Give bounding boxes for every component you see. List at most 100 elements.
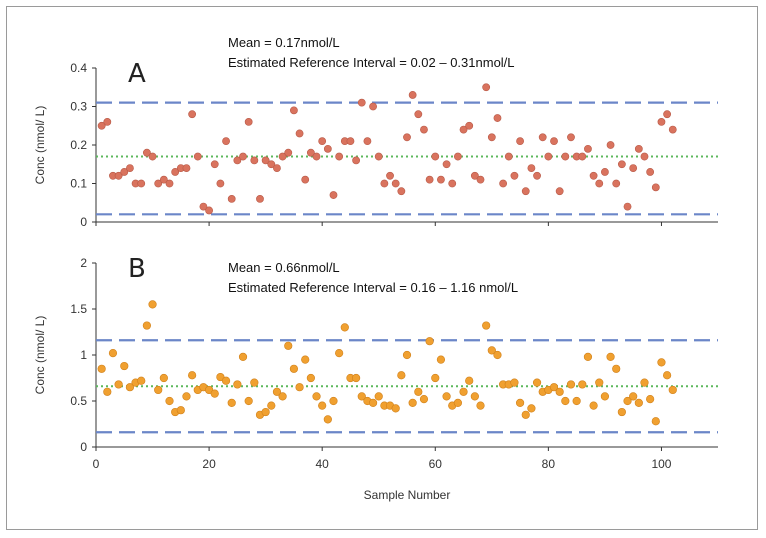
panel-b-data-point [125,383,135,392]
panel-a-data-point [346,137,355,146]
panel-a-data-point [612,179,621,188]
panel-a-data-point [646,168,655,176]
panel-a-data-point [578,152,587,161]
panel-a-data-point [244,118,253,126]
panel-b-data-point [210,389,219,398]
panel-a-data-point [555,187,564,196]
panel-a-data-point [651,183,660,192]
panel-a-data-point [516,137,524,146]
panel-b-data-point [103,387,112,396]
panel-a-y-axis-label: Conc (nmol/ L) [33,106,47,185]
panel-b-data-point [532,378,542,387]
panel-b-data-point [470,392,479,401]
panel-a-data-point [329,191,338,199]
panel-b-data-point [221,376,231,385]
panel-b-data-point [250,378,259,387]
panel-b-mean-annotation: Mean = 0.66nmol/L [228,260,340,275]
panel-a-data-point [193,152,202,161]
panel-b-data-point [391,404,400,413]
panel-a-data-point [210,160,219,169]
panel-a-data-point [318,137,327,146]
panel-a-data-point [550,137,558,146]
panel-b-data-point [431,373,440,383]
panel-b-y-tick-label: 2 [80,256,87,270]
panel-b-data-point [527,404,536,413]
panel-b-data-point [482,321,491,330]
panel-a-y-tick-label: 0 [80,215,87,229]
panel-b-data-point [368,398,378,407]
panel-a-data-point [148,152,157,161]
panel-b-data-point [340,323,349,332]
panel-a-data-point [352,156,361,165]
panel-b-data-point [612,364,621,373]
panel-b-data-point [289,364,299,373]
panel-a-data-point [154,179,163,188]
panel-b-data-point [515,398,525,407]
panel-a-data-point [459,125,468,134]
panel-b-data-point [154,385,163,395]
panel-b-data-point [414,387,423,396]
panel-b-data-point [402,350,412,360]
panel-a-data-point [420,125,428,134]
panel-b-data-point [419,395,429,404]
panel-b-data-point [459,387,468,396]
panel-b-data-point [267,401,276,410]
panel-b: 0 0.5 1 1.5 2 0 20 40 60 80 100 Conc (nmol/ L) Sa… [33,254,718,502]
panel-a-y-ticks: 0 0.1 0.2 0.3 0.4 [70,61,96,229]
panel-b-data-point [148,300,157,309]
panel-b-data-point [233,380,242,389]
panel-b-data-point [188,371,197,380]
panel-a-data-point [623,202,632,211]
panel-b-data-point [646,395,655,404]
panel-a-mean-annotation: Mean = 0.17nmol/L [228,35,340,50]
panel-b-data-point [561,396,570,406]
panel-b-y-tick-label: 0.5 [70,394,87,408]
panel-a-points [97,83,677,215]
panel-a-data-point [284,148,293,157]
panel-b-data-point [555,387,564,396]
panel-a-data-point [408,91,417,99]
panel-b-data-point [623,396,632,406]
panel-b-data-point [329,396,338,406]
panel-a-data-point [499,179,508,188]
panel-b-data-point [323,415,332,424]
panel-a-data-point [533,171,541,180]
panel-b-data-point [606,352,615,361]
panel-b-data-point [176,406,185,415]
panel-a-data-point [482,83,491,92]
panel-b-data-point [318,401,327,410]
panel-a-data-point [567,133,575,142]
panel-b-data-point [238,352,248,361]
panel-a-data-point [97,121,106,130]
panel-b-x-axis-label: Sample Number [364,488,451,502]
panel-a-reference-lines [96,101,718,216]
panel-a-data-point [487,133,496,142]
panel-b-x-tick-label: 40 [316,457,330,471]
panel-b-data-point [397,371,406,380]
panel-a-data-point [465,121,474,130]
panel-a-data-point [120,168,129,176]
panel-a-data-point [278,152,287,161]
panel-b-data-point [182,392,191,401]
panel-a-data-point [250,156,259,165]
panel-b-data-point [108,349,118,358]
panel-b-data-point [312,392,321,401]
panel-a-data-point [312,152,321,161]
panel-a-data-point [114,171,123,180]
panel-b-y-tick-label: 1.5 [70,302,87,316]
panel-b-y-tick-label: 1 [80,348,87,362]
panel-b-data-point [272,387,282,396]
panel-b-x-ticks: 0 20 40 60 80 100 [93,447,672,471]
panel-a-data-point [414,110,423,119]
panel-b-data-point [114,380,123,389]
panel-b-data-point [566,380,576,389]
panel-b-data-point [374,392,383,401]
panel-b-reference-lines [96,339,718,434]
panel-a-data-point [171,168,180,176]
panel-a-data-point [538,133,547,142]
panel-b-y-ticks: 0 0.5 1 1.5 2 [70,256,96,454]
panel-a-interval-annotation: Estimated Reference Interval = 0.02 – 0.… [228,55,515,70]
panel-b-data-point [634,398,643,407]
panel-b-y-axis-label: Conc (nmol/ L) [33,316,47,395]
